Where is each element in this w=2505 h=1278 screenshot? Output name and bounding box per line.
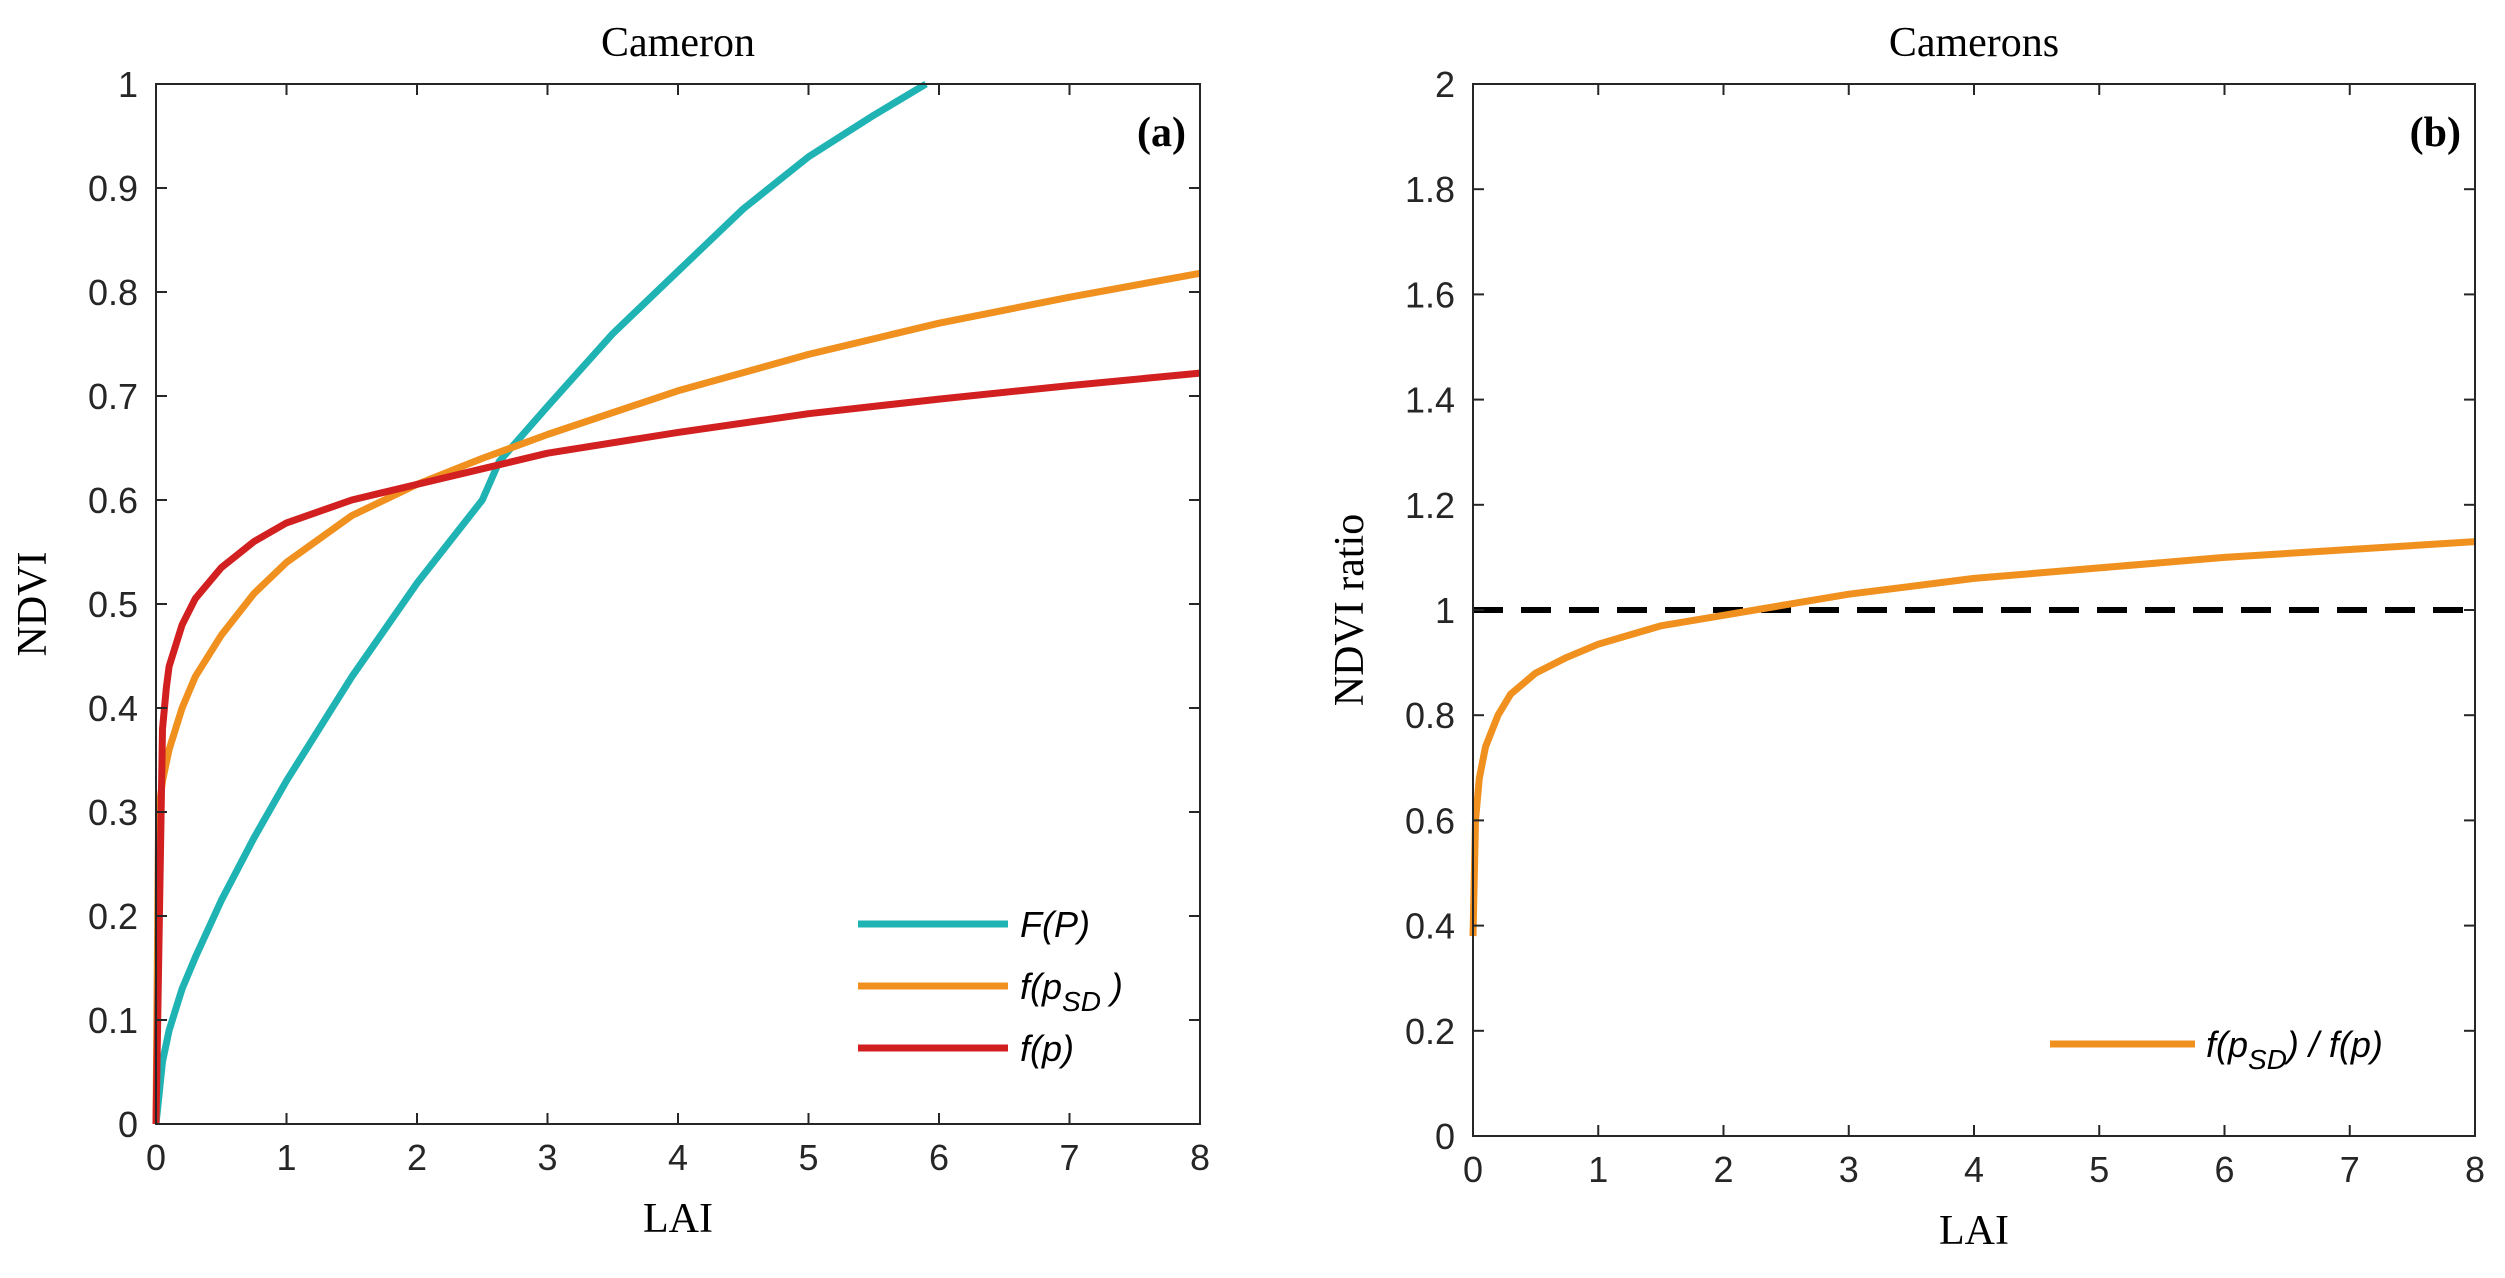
legend-text: f(p) [1020,1028,1074,1069]
x-tick-label: 0 [1463,1149,1483,1190]
legend-subscript: SD [2248,1044,2287,1075]
panel-b-ticks: 0 1 2 3 4 5 6 7 8 0 0.2 0.4 0.6 0.8 1 1.2 1.4 1.6 1.8 2 [1405,64,2485,1190]
y-tick-label: 0.5 [88,584,138,625]
y-tick-label: 0.3 [88,792,138,833]
panel-b-ylabel: NDVI ratio [1327,514,1373,706]
y-tick-label: 0.4 [1405,906,1455,947]
legend-entry: f(p) [1020,1028,1074,1069]
y-tick-label: 1 [1435,590,1455,631]
panel-a-xlabel: LAI [643,1196,713,1242]
y-tick-label: 0.2 [1405,1011,1455,1052]
y-tick-label: 0.8 [1405,695,1455,736]
panel-a-ylabel: NDVI [10,552,56,657]
series-line-f-p-sd-f-p- [1469,538,2476,937]
legend-entry: F(P) [1020,904,1090,945]
y-tick-label: 0.1 [88,1000,138,1041]
legend-text: F(P) [1020,904,1090,945]
x-tick-label: 5 [2089,1149,2109,1190]
series-line-f-p- [152,80,928,1125]
series-line-f-p- [152,369,1201,1125]
panel-b-series [1469,538,2476,937]
legend-suffix: ) [1101,966,1123,1007]
y-tick-label: 0.6 [88,480,138,521]
x-tick-label: 3 [537,1137,557,1178]
x-tick-label: 5 [798,1137,818,1178]
legend-entry: f(pSD ) [1020,966,1123,1017]
panel-b-xlabel: LAI [1939,1208,2009,1254]
x-tick-label: 4 [1964,1149,1984,1190]
x-tick-label: 8 [2465,1149,2485,1190]
panel-a-label: (a) [1137,110,1186,156]
y-tick-label: 0 [118,1104,138,1145]
panel-a-legend: F(P)f(pSD )f(p) [858,904,1123,1069]
y-tick-label: 1 [118,64,138,105]
y-tick-label: 1.8 [1405,169,1455,210]
y-tick-label: 0.2 [88,896,138,937]
y-tick-label: 0.7 [88,376,138,417]
x-tick-label: 0 [146,1137,166,1178]
panel-a-ticks: 0 1 2 3 4 5 6 7 8 0 0.1 0.2 0.3 0.4 0.5 0.6 0.7 0.8 0.9 1 [88,64,1210,1178]
legend-subscript: SD [1062,986,1101,1017]
y-tick-label: 1.6 [1405,274,1455,315]
y-tick-label: 0.4 [88,688,138,729]
y-tick-label: 1.4 [1405,380,1455,421]
x-tick-label: 1 [276,1137,296,1178]
x-tick-label: 7 [1059,1137,1079,1178]
y-tick-label: 0.9 [88,168,138,209]
y-tick-label: 1.2 [1405,485,1455,526]
legend-suffix: ) / f(p) [2283,1024,2383,1065]
y-tick-label: 0.6 [1405,800,1455,841]
panel-a-title: Cameron [601,20,755,66]
x-tick-label: 2 [1713,1149,1733,1190]
chart-panel-b: 0 1 2 3 4 5 6 7 8 0 0.2 0.4 0.6 0.8 1 1.2 1.4 1.6 1.8 2 Cam… [1327,20,2485,1254]
x-tick-label: 7 [2340,1149,2360,1190]
x-tick-label: 6 [2214,1149,2234,1190]
x-tick-label: 4 [668,1137,688,1178]
legend-entry: f(pSD) / f(p) [2206,1024,2383,1075]
x-tick-label: 3 [1839,1149,1859,1190]
y-tick-label: 0 [1435,1116,1455,1157]
panel-a-series [152,80,1201,1125]
panel-b-legend: f(pSD) / f(p) [2050,1024,2383,1075]
legend-text: f(p [1020,966,1062,1007]
x-tick-label: 1 [1588,1149,1608,1190]
series-line-f-p-sd- [152,269,1201,1125]
legend-text: f(p [2206,1024,2248,1065]
x-tick-label: 6 [929,1137,949,1178]
x-tick-label: 8 [1190,1137,1210,1178]
chart-panel-a: 0 1 2 3 4 5 6 7 8 0 0.1 0.2 0.3 0.4 0.5 0.6 0.7 0.8 0.9 1 C… [10,20,1210,1242]
y-tick-label: 0.8 [88,272,138,313]
y-tick-label: 2 [1435,64,1455,105]
x-tick-label: 2 [407,1137,427,1178]
panel-b-label: (b) [2410,110,2461,156]
panel-b-title: Camerons [1889,20,2059,66]
